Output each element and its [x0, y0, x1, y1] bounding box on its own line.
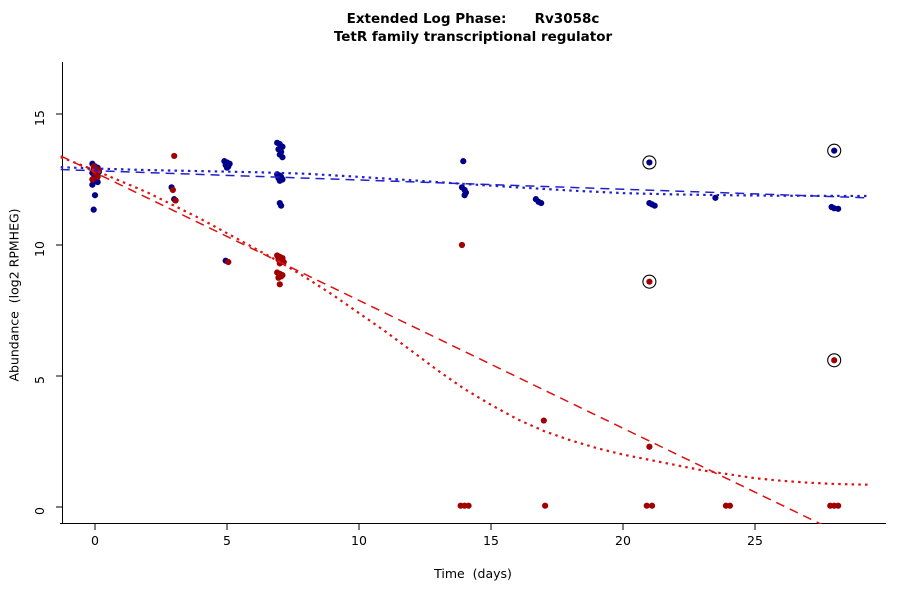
blue-condition-points — [91, 192, 99, 199]
x-tick-label: 20 — [615, 533, 631, 548]
blue-condition-points — [89, 181, 96, 188]
y-axis-label: Abundance (log2 RPMHEG) — [6, 208, 22, 382]
blue-condition-points — [712, 194, 719, 201]
y-tick-label: 10 — [32, 241, 47, 257]
blue-condition-points — [278, 202, 285, 209]
blue-condition-points — [646, 159, 653, 166]
chart-subtitle: TetR family transcriptional regulator — [333, 29, 613, 45]
red-condition-points — [171, 152, 178, 160]
red-condition-points — [643, 502, 650, 509]
x-axis-label: Time (days) — [434, 566, 512, 581]
blue-condition-points — [651, 202, 658, 209]
red-condition-points — [172, 197, 179, 204]
blue-condition-points — [835, 205, 842, 212]
red-condition-points — [89, 176, 96, 183]
blue-condition-points — [94, 179, 101, 186]
red-condition-points — [646, 443, 653, 450]
red-condition-points — [648, 502, 656, 509]
blue-condition-points — [461, 192, 468, 199]
y-tick-label: 15 — [32, 110, 47, 126]
x-tick-label: 0 — [91, 533, 99, 548]
red-trend-smooth — [60, 156, 869, 486]
blue-condition-points — [460, 158, 467, 165]
title-block: Extended Log Phase: Rv3058c TetR family … — [62, 10, 884, 46]
red-condition-points — [458, 241, 466, 249]
blue-condition-points — [223, 164, 231, 171]
blue-condition-points — [90, 206, 97, 213]
red-condition-points — [542, 502, 549, 509]
red-condition-points — [831, 357, 838, 364]
y-tick-label: 0 — [32, 507, 47, 515]
highlight-ring — [642, 155, 657, 170]
blue-condition-points — [276, 177, 283, 184]
highlight-ring — [827, 143, 842, 158]
highlight-ring — [642, 274, 657, 289]
red-condition-points — [835, 502, 842, 509]
red-trend-linear — [60, 155, 823, 524]
highlight-ring — [827, 353, 842, 368]
red-condition-points — [726, 502, 734, 509]
x-tick-label: 25 — [747, 533, 763, 548]
x-tick-label: 15 — [483, 533, 499, 548]
y-tick-label: 5 — [32, 376, 47, 384]
x-tick-label: 5 — [223, 533, 231, 548]
red-condition-points — [276, 281, 283, 288]
red-condition-points — [94, 173, 101, 180]
red-condition-points — [465, 502, 472, 509]
blue-condition-points — [831, 147, 838, 154]
blue-condition-points — [279, 154, 286, 161]
chart-title: Extended Log Phase: Rv3058c — [346, 11, 600, 27]
red-condition-points — [225, 258, 232, 266]
blue-condition-points — [538, 199, 545, 207]
x-tick-label: 10 — [351, 533, 367, 548]
red-condition-points — [646, 278, 653, 285]
red-condition-points — [275, 274, 282, 281]
red-condition-points — [169, 186, 176, 194]
red-condition-points — [540, 417, 547, 424]
